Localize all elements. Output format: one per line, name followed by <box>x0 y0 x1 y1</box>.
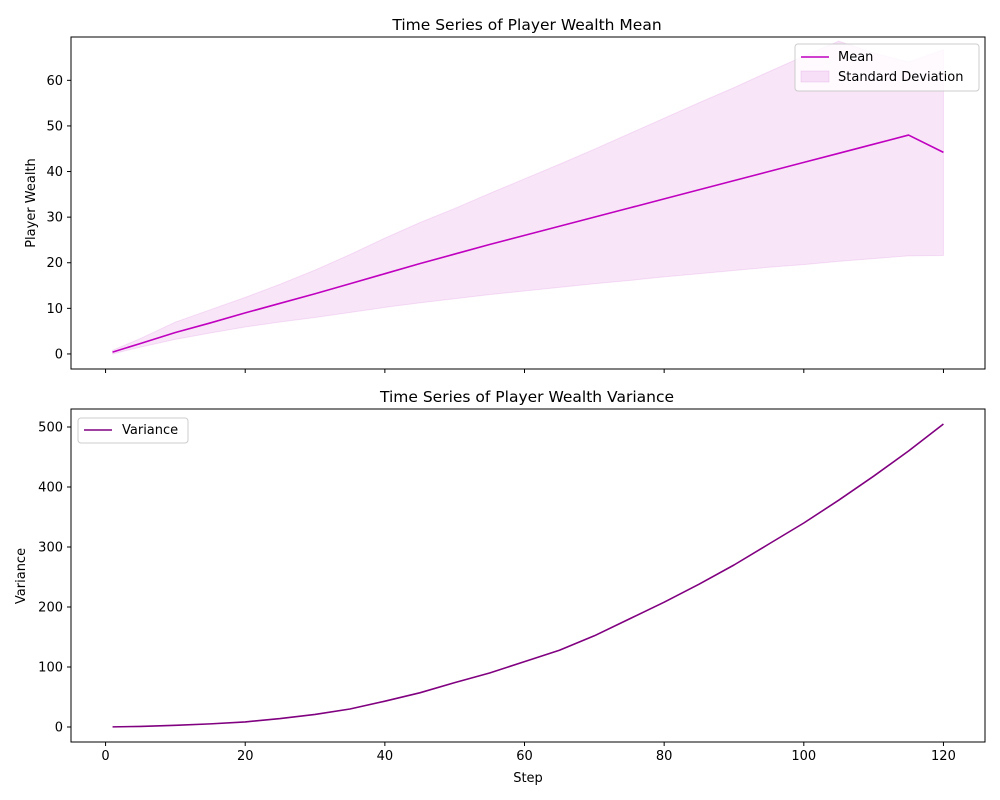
variance-chart-frame <box>70 408 986 743</box>
y-tick-label: 0 <box>55 347 63 362</box>
variance-chart-y-ticks: 0 100 200 300 400 500 <box>38 421 71 736</box>
y-tick-label: 100 <box>38 661 63 676</box>
mean-chart-frame <box>70 36 986 370</box>
mean-chart-ylabel: Player Wealth <box>24 158 39 248</box>
variance-chart-x-ticks: 0 20 40 60 80 100 120 <box>101 742 956 764</box>
mean-chart-y-ticks: 0 10 20 30 40 50 60 <box>46 74 71 362</box>
variance-chart: Time Series of Player Wealth Variance 0 2… <box>14 388 986 786</box>
y-tick-label: 20 <box>46 256 63 271</box>
x-tick-label: 20 <box>237 749 254 764</box>
legend-box <box>794 43 980 92</box>
legend-mean-label: Mean <box>838 50 873 65</box>
variance-chart-ylabel: Variance <box>14 548 29 604</box>
y-tick-label: 400 <box>38 481 63 496</box>
x-tick-label: 120 <box>931 749 956 764</box>
mean-chart-legend: Mean Standard Deviation <box>794 43 980 92</box>
legend-box <box>77 417 189 444</box>
mean-chart-title: Time Series of Player Wealth Mean <box>391 16 661 34</box>
y-tick-label: 40 <box>46 165 63 180</box>
y-tick-label: 200 <box>38 601 63 616</box>
x-tick-label: 100 <box>791 749 816 764</box>
mean-line-layer <box>112 134 944 353</box>
std-band-layer <box>112 40 944 355</box>
x-tick-label: 60 <box>516 749 533 764</box>
variance-chart-legend: Variance <box>77 417 189 444</box>
y-tick-label: 30 <box>46 211 63 226</box>
variance-line <box>112 423 944 728</box>
legend-variance-label: Variance <box>122 423 178 438</box>
y-tick-label: 300 <box>38 541 63 556</box>
y-tick-label: 0 <box>55 721 63 736</box>
y-tick-label: 60 <box>46 74 63 89</box>
std-deviation-band <box>112 40 944 355</box>
x-tick-label: 80 <box>656 749 673 764</box>
x-tick-label: 0 <box>101 749 109 764</box>
variance-chart-xlabel: Step <box>513 771 543 786</box>
mean-line <box>112 134 944 353</box>
mean-chart: Time Series of Player Wealth Mean 0 10 20 3… <box>24 16 986 373</box>
y-tick-label: 500 <box>38 421 63 436</box>
y-tick-label: 50 <box>46 119 63 134</box>
mean-chart-x-ticks <box>105 369 944 373</box>
variance-line-layer <box>112 423 944 728</box>
y-tick-label: 10 <box>46 302 63 317</box>
legend-std-label: Standard Deviation <box>838 70 963 85</box>
x-tick-label: 40 <box>377 749 394 764</box>
variance-chart-title: Time Series of Player Wealth Variance <box>379 388 674 406</box>
legend-std-swatch <box>800 70 830 83</box>
